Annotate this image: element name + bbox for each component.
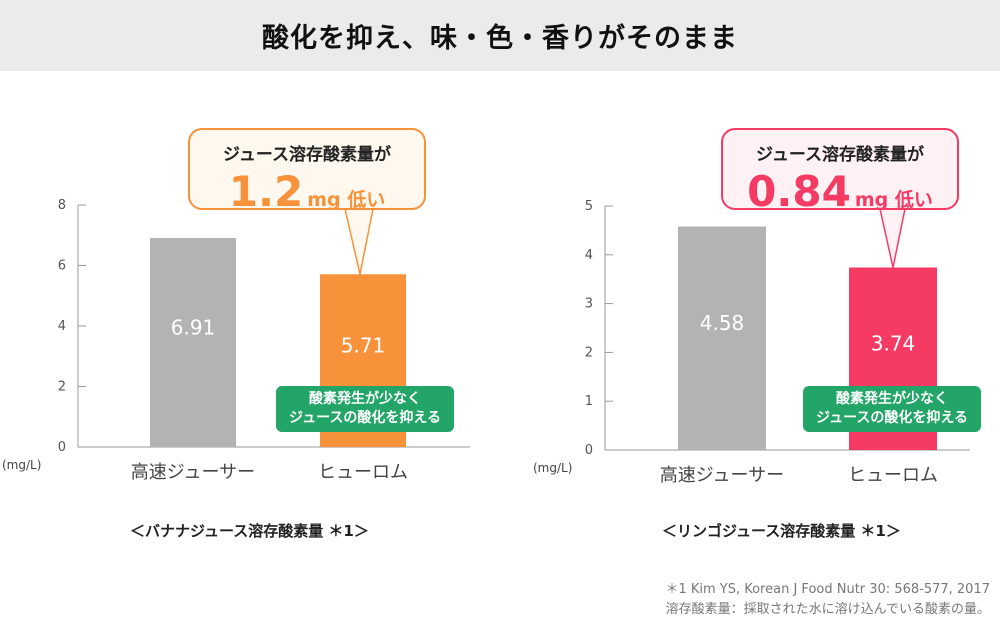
callout-pointer <box>879 208 906 268</box>
page-title: 酸化を抑え、味・色・香りがそのまま <box>262 23 738 54</box>
y-tick-label: 2 <box>58 380 66 395</box>
badge-line1: 酸素発生が少なく <box>836 391 948 407</box>
footnote: ＊1 Kim YS, Korean J Food Nutr 30: 568-57… <box>665 580 990 620</box>
bar-value-label: 5.71 <box>341 334 386 358</box>
banana-chart: 0 2 4 6 8 (mg/L) 6.91 高速ジューサー 5.71 ヒューロム <box>2 198 470 483</box>
header-bar: 酸化を抑え、味・色・香りがそのまま <box>0 0 1000 71</box>
apple-callout: ジュース溶存酸素量が 0.84 mg 低い <box>721 128 959 216</box>
bar <box>150 237 236 447</box>
banana-chart-panel: 0 2 4 6 8 (mg/L) 6.91 高速ジューサー 5.71 ヒューロム ジュース溶存酸素… <box>0 71 500 551</box>
footnote-definition: 溶存酸素量：採取された水に溶け込んでいる酸素の量。 <box>665 602 990 617</box>
category-label: ヒューロム <box>848 465 938 486</box>
apple-caption: ＜リンゴジュース溶存酸素量 ＊1＞ <box>662 522 901 540</box>
banana-badge: 酸素発生が少なく ジュースの酸化を抑える <box>276 386 454 432</box>
apple-badge: 酸素発生が少なく ジュースの酸化を抑える <box>803 386 981 432</box>
callout-value-line: 0.84 mg 低い <box>723 167 957 216</box>
category-label: ヒューロム <box>318 462 408 483</box>
y-tick-label: 4 <box>58 319 66 334</box>
callout-unit: mg 低い <box>854 189 933 211</box>
callout-value-line: 1.2 mg 低い <box>190 167 424 216</box>
banana-callout: ジュース溶存酸素量が 1.2 mg 低い <box>188 128 426 216</box>
category-label: 高速ジューサー <box>660 465 784 486</box>
category-label: 高速ジューサー <box>131 462 255 483</box>
badge-line1: 酸素発生が少なく <box>309 391 421 407</box>
y-tick-label: 5 <box>585 199 593 214</box>
y-tick-label: 2 <box>585 345 593 360</box>
y-tick-label: 0 <box>585 443 593 458</box>
bar <box>678 226 766 450</box>
y-tick-label: 4 <box>585 248 593 263</box>
bar-value-label: 4.58 <box>700 311 745 335</box>
y-tick-label: 1 <box>585 394 593 409</box>
badge-line2: ジュースの酸化を抑える <box>289 410 441 426</box>
bar-value-label: 3.74 <box>871 332 916 356</box>
bar-value-label: 6.91 <box>171 315 216 339</box>
y-axis-unit: (mg/L) <box>533 461 572 475</box>
apple-chart: 0 1 2 3 4 5 (mg/L) 4.58 高速ジューサー 3.74 ヒューロム <box>533 199 970 486</box>
y-tick-label: 8 <box>58 198 66 213</box>
callout-heading: ジュース溶存酸素量が <box>223 145 391 165</box>
callout-unit: mg 低い <box>307 189 386 211</box>
y-axis-unit: (mg/L) <box>2 458 41 472</box>
y-tick-label: 0 <box>58 440 66 455</box>
y-tick-label: 3 <box>585 297 593 312</box>
badge-line2: ジュースの酸化を抑える <box>816 410 968 426</box>
apple-chart-panel: 0 1 2 3 4 5 (mg/L) 4.58 高速ジューサー 3.74 ヒューロム ジュース溶存酸… <box>500 71 1000 551</box>
callout-pointer <box>344 208 374 275</box>
footnote-citation: ＊1 Kim YS, Korean J Food Nutr 30: 568-57… <box>665 582 990 597</box>
banana-caption: ＜バナナジュース溶存酸素量 ＊1＞ <box>130 522 369 540</box>
callout-heading: ジュース溶存酸素量が <box>756 145 924 165</box>
callout-value: 0.84 <box>747 167 851 216</box>
callout-value: 1.2 <box>228 167 304 216</box>
y-tick-label: 6 <box>58 259 66 274</box>
